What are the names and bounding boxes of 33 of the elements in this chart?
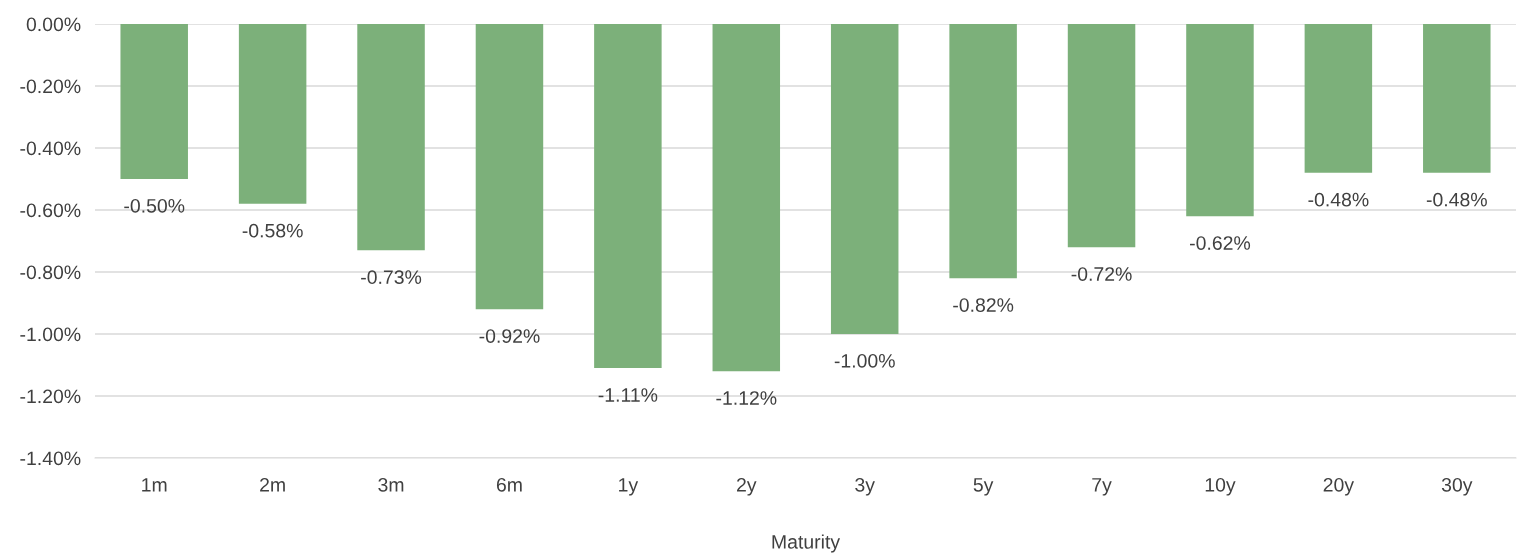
y-tick-label: -0.60% <box>20 203 81 218</box>
x-tick-label: 7y <box>1092 478 1112 496</box>
x-tick-label: 20y <box>1323 477 1355 496</box>
x-tick-label: 5y <box>973 478 994 496</box>
data-label: -1.11% <box>598 388 658 402</box>
data-label: -0.72% <box>1071 267 1132 281</box>
x-axis-title: Maturity <box>772 534 841 553</box>
y-tick-label: -1.00% <box>20 327 81 342</box>
data-label: -0.73% <box>361 270 422 285</box>
y-tick-label: -0.80% <box>20 265 81 280</box>
data-label: -0.48% <box>1426 192 1487 207</box>
x-tick-label: 1m <box>142 478 167 492</box>
data-label: -0.50% <box>124 198 185 213</box>
x-tick-label: 10y <box>1205 477 1236 496</box>
x-tick-label: 3y <box>855 477 875 496</box>
x-tick-label: 1y <box>619 478 639 496</box>
y-tick-label: -0.20% <box>20 79 81 94</box>
data-label: -0.82% <box>953 298 1014 312</box>
data-label: -0.62% <box>1190 236 1251 250</box>
y-tick-label: -0.40% <box>20 141 81 156</box>
data-label: -1.00% <box>834 353 895 368</box>
data-label: -0.48% <box>1308 192 1369 207</box>
x-tick-label: 2m <box>260 477 285 492</box>
data-label: -0.58% <box>242 223 303 238</box>
x-tick-label: 3m <box>378 477 404 492</box>
y-tick-label: -1.20% <box>20 389 81 404</box>
x-tick-label: 2y <box>737 477 757 496</box>
y-tick-label: 0.00% <box>26 17 81 32</box>
y-tick-label: -1.40% <box>20 451 81 466</box>
data-label: -1.12% <box>716 391 777 405</box>
x-tick-label: 6m <box>496 477 522 492</box>
data-label: -0.92% <box>479 329 540 343</box>
x-tick-label: 30y <box>1441 477 1473 496</box>
